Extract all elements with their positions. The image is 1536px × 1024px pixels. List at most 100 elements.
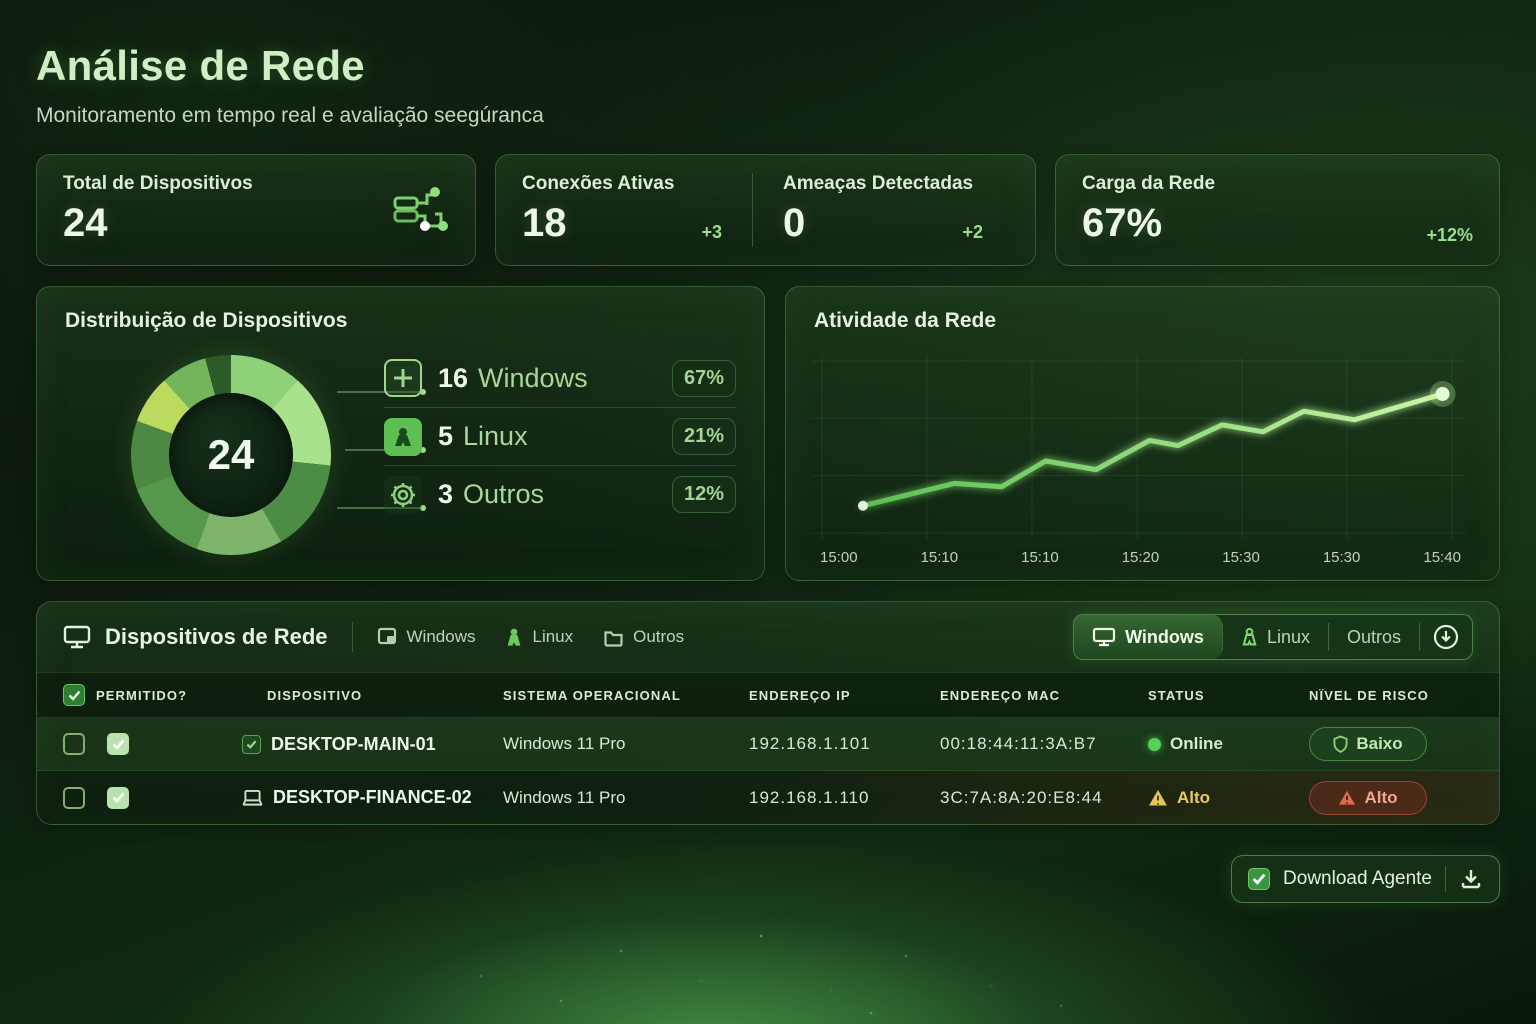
stat-value: 0	[783, 201, 806, 245]
stat-double-card: Conexões Ativas 18 +3 Ameaças Detectadas…	[495, 154, 1036, 266]
col-status: STATUS	[1148, 687, 1205, 703]
stat-value: 67%	[1082, 201, 1163, 245]
legend-count: 16	[438, 362, 469, 393]
linux-icon	[384, 417, 422, 456]
divider	[1327, 623, 1329, 651]
panel-title: Distribuição de Dispositivos	[65, 309, 348, 332]
divider	[351, 622, 353, 652]
section-title: Dispositivos de Rede	[105, 624, 328, 649]
risk-cell: Alto	[1283, 780, 1473, 815]
filter-windows[interactable]: Windows	[377, 627, 475, 647]
laptop-icon	[242, 789, 263, 807]
folder-icon	[604, 630, 623, 647]
col-dispositivo: DISPOSITIVO	[267, 687, 363, 703]
device-name-cell: DESKTOP-FINANCE-02	[233, 787, 483, 808]
col-mac: ENDEREÇO MAC	[940, 687, 1061, 703]
tab-linux[interactable]: Linux	[1223, 615, 1328, 659]
stat-delta: +3	[701, 222, 722, 242]
legend-percent-badge: 12%	[672, 476, 736, 513]
windows-icon	[384, 359, 422, 397]
divider	[1221, 623, 1223, 651]
checkbox-checked	[1248, 868, 1271, 890]
os-cell: Windows 11 Pro	[503, 734, 626, 753]
network-devices-card: Dispositivos de Rede Windows Linux	[36, 601, 1500, 825]
divider	[1445, 866, 1446, 892]
x-tick: 15:40	[1423, 549, 1461, 566]
ip-cell: 192.168.1.110	[749, 787, 870, 807]
monitor-icon	[1092, 627, 1116, 646]
risk-badge-low: Baixo	[1309, 727, 1427, 761]
device-name-cell: DESKTOP-MAIN-01	[233, 734, 483, 755]
x-tick: 15:10	[1021, 549, 1059, 566]
page-title: Análise de Rede	[36, 42, 365, 89]
x-axis-labels: 15:00 15:10 15:10 15:20 15:30 15:30 15:4…	[808, 549, 1477, 566]
x-tick: 15:20	[1121, 549, 1160, 566]
monitor-icon	[63, 624, 91, 650]
stat-value: 18	[522, 201, 567, 245]
stat-delta: +2	[962, 222, 983, 242]
col-risco: NÏVEL DE RISCO	[1309, 687, 1429, 703]
stat-delta: +12%	[1426, 225, 1473, 245]
page-subtitle: Monitoramento em tempo real e avaliação …	[36, 104, 544, 127]
table-row[interactable]: DESKTOP-FINANCE-02 Windows 11 Pro 192.16…	[37, 771, 1499, 824]
connector-line	[337, 389, 426, 395]
legend-count: 5	[438, 421, 454, 451]
filter-label: Linux	[532, 627, 574, 646]
download-agent-button[interactable]: Download Agente	[1231, 855, 1500, 903]
windows-icon	[377, 627, 396, 645]
mac-cell: 00:18:44:11:3A:B7	[940, 734, 1097, 753]
legend-name: Outros	[463, 479, 545, 509]
stat-label: Carga da Rede	[1082, 173, 1216, 194]
vertical-divider	[752, 173, 753, 247]
legend-item-outros: 3 Outros 12%	[384, 465, 736, 523]
footer: Download Agente	[36, 855, 1500, 903]
x-tick: 15:00	[820, 549, 858, 566]
circle-download-icon	[1433, 624, 1459, 650]
stat-label: Conexões Ativas	[522, 173, 675, 194]
circle-download-button[interactable]	[1420, 623, 1472, 651]
linux-icon	[1242, 627, 1257, 646]
legend-name: Windows	[478, 362, 588, 393]
stat-network-load-card: Carga da Rede 67% +12%	[1055, 154, 1500, 266]
legend-name: Linux	[463, 421, 528, 451]
table-header-row: PERMITIDO? DISPOSITIVO SISTEMA OPERACION…	[37, 672, 1499, 718]
risk-badge-high: Alto	[1309, 780, 1427, 815]
table-row[interactable]: DESKTOP-MAIN-01 Windows 11 Pro 192.168.1…	[37, 718, 1499, 771]
warning-triangle-icon	[1339, 790, 1356, 805]
stat-label: Ameaças Detectadas	[783, 173, 974, 194]
donut-center-value: 24	[207, 431, 255, 478]
stat-active-connections: Conexões Ativas 18 +3	[522, 173, 748, 247]
row-checkbox-unchecked[interactable]	[63, 733, 85, 755]
download-icon	[1461, 870, 1481, 889]
divider	[1419, 623, 1420, 651]
tab-windows[interactable]: Windows	[1074, 615, 1222, 659]
legend-percent-badge: 67%	[672, 359, 736, 397]
risk-cell: Baixo	[1283, 727, 1473, 761]
filter-linux[interactable]: Linux	[505, 627, 573, 648]
col-sistema: SISTEMA OPERACIONAL	[503, 687, 681, 703]
permitido-checkbox-checked[interactable]	[107, 733, 129, 755]
warning-triangle-icon	[1148, 789, 1168, 807]
legend-item-windows: 16 Windows 67%	[384, 349, 736, 407]
table-toolbar: Dispositivos de Rede Windows Linux	[37, 602, 1499, 672]
row-checkbox-unchecked[interactable]	[63, 786, 85, 809]
col-ip: ENDEREÇO IP	[749, 687, 851, 703]
filter-outros[interactable]: Outros	[603, 627, 684, 647]
legend-item-linux: 5 Linux 21%	[384, 407, 736, 465]
donut-hole: 24	[169, 393, 293, 517]
tab-outros[interactable]: Outros	[1346, 626, 1401, 647]
download-agent-label: Download Agente	[1283, 868, 1432, 889]
distribution-legend: 16 Windows 67% 5 Linux 21%	[384, 349, 736, 523]
filter-label: Outros	[633, 627, 685, 646]
permitido-checkbox-checked[interactable]	[107, 786, 129, 809]
stat-total-devices-card: Total de Dispositivos 24	[36, 154, 476, 266]
device-distribution-panel: Distribuição de Dispositivos 24 16 Windo…	[36, 286, 765, 581]
x-tick: 15:30	[1322, 549, 1361, 566]
col-permitido: PERMITIDO?	[63, 684, 233, 706]
status-cell: Online	[1128, 734, 1283, 754]
select-all-checkbox[interactable]	[63, 684, 85, 706]
x-tick: 15:30	[1222, 549, 1260, 566]
activity-line-chart	[812, 357, 1464, 539]
network-topology-icon	[391, 184, 449, 236]
